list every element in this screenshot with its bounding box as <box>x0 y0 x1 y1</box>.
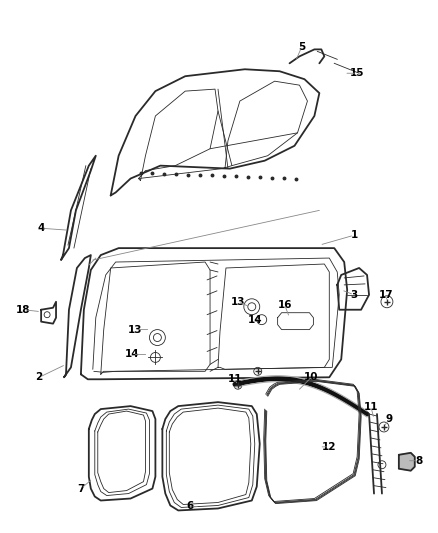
Text: 8: 8 <box>415 456 422 466</box>
Text: 2: 2 <box>35 372 43 382</box>
Text: 14: 14 <box>125 350 140 359</box>
Text: 5: 5 <box>298 43 305 52</box>
Text: 18: 18 <box>16 305 31 314</box>
Text: 7: 7 <box>77 483 85 494</box>
Text: 6: 6 <box>187 502 194 512</box>
Text: 13: 13 <box>128 325 143 335</box>
Text: 3: 3 <box>350 290 358 300</box>
Text: 1: 1 <box>350 230 358 240</box>
Text: 17: 17 <box>378 290 393 300</box>
Text: 10: 10 <box>304 372 319 382</box>
Text: 14: 14 <box>247 314 262 325</box>
Text: 4: 4 <box>37 223 45 233</box>
Text: 11: 11 <box>364 402 378 412</box>
Text: 11: 11 <box>228 374 242 384</box>
Text: 9: 9 <box>385 414 392 424</box>
Text: 15: 15 <box>350 68 364 78</box>
Text: 12: 12 <box>322 442 336 452</box>
Text: 16: 16 <box>277 300 292 310</box>
Polygon shape <box>399 453 415 471</box>
Text: 13: 13 <box>231 297 245 307</box>
